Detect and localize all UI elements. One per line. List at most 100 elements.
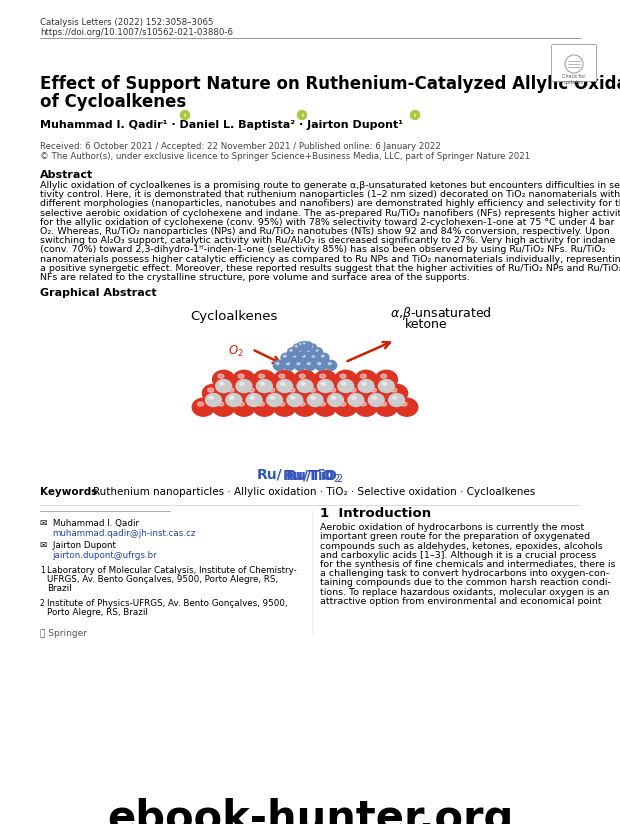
Ellipse shape: [254, 398, 275, 416]
Text: Ru/TiO$_2$: Ru/TiO$_2$: [285, 467, 345, 485]
Ellipse shape: [254, 370, 275, 388]
Text: Graphical Abstract: Graphical Abstract: [40, 288, 157, 298]
Ellipse shape: [276, 363, 279, 365]
Ellipse shape: [355, 370, 377, 388]
FancyBboxPatch shape: [552, 44, 596, 82]
Ellipse shape: [281, 353, 291, 363]
Text: ✉  Muhammad I. Qadir: ✉ Muhammad I. Qadir: [40, 519, 139, 528]
Text: switching to Al₂O₃ support, catalytic activity with Ru/Al₂O₃ is decreased signif: switching to Al₂O₃ support, catalytic ac…: [40, 236, 616, 246]
Text: © The Author(s), under exclusive licence to Springer Science+Business Media, LLC: © The Author(s), under exclusive licence…: [40, 152, 530, 161]
Ellipse shape: [273, 370, 296, 388]
Ellipse shape: [290, 349, 292, 351]
Text: Brazil: Brazil: [47, 584, 72, 593]
Ellipse shape: [294, 398, 316, 416]
Text: UFRGS, Av. Bento Gonçalves, 9500, Porto Alegre, RS,: UFRGS, Av. Bento Gonçalves, 9500, Porto …: [47, 575, 278, 584]
Ellipse shape: [219, 382, 224, 386]
Ellipse shape: [192, 398, 215, 416]
Text: NFs are related to the crystalline structure, pore volume and surface area of th: NFs are related to the crystalline struc…: [40, 273, 470, 282]
Ellipse shape: [216, 380, 231, 392]
Ellipse shape: [326, 360, 337, 370]
Ellipse shape: [208, 388, 214, 392]
Ellipse shape: [321, 355, 324, 357]
Text: Allylic oxidation of cycloalkenes is a promising route to generate α,β-unsaturat: Allylic oxidation of cycloalkenes is a p…: [40, 181, 620, 190]
Ellipse shape: [381, 402, 387, 406]
Ellipse shape: [273, 398, 296, 416]
Ellipse shape: [210, 396, 214, 399]
Ellipse shape: [233, 398, 255, 416]
Ellipse shape: [223, 384, 245, 402]
Ellipse shape: [392, 396, 397, 399]
Ellipse shape: [240, 382, 244, 386]
Text: Abstract: Abstract: [40, 170, 93, 180]
Text: Laboratory of Molecular Catalysis, Institute of Chemistry-: Laboratory of Molecular Catalysis, Insti…: [47, 566, 297, 575]
Ellipse shape: [360, 374, 366, 378]
Ellipse shape: [284, 360, 295, 370]
Ellipse shape: [279, 374, 285, 378]
Text: Ru/TiO$_2$: Ru/TiO$_2$: [282, 467, 341, 485]
Ellipse shape: [307, 349, 309, 351]
Ellipse shape: [243, 384, 265, 402]
Ellipse shape: [268, 388, 275, 392]
Ellipse shape: [308, 363, 311, 365]
Ellipse shape: [368, 394, 384, 406]
Ellipse shape: [348, 394, 364, 406]
Text: Effect of Support Nature on Ruthenium-Catalyzed Allylic Oxidation: Effect of Support Nature on Ruthenium-Ca…: [40, 75, 620, 93]
Ellipse shape: [293, 355, 296, 357]
Ellipse shape: [362, 382, 366, 386]
Ellipse shape: [301, 382, 305, 386]
Ellipse shape: [289, 388, 295, 392]
Text: compounds such as aldehydes, ketones, epoxides, alcohols: compounds such as aldehydes, ketones, ep…: [320, 541, 603, 550]
Text: jairton.dupont@ufrgs.br: jairton.dupont@ufrgs.br: [52, 551, 157, 560]
Ellipse shape: [301, 344, 309, 351]
Ellipse shape: [236, 380, 252, 392]
Ellipse shape: [401, 402, 407, 406]
Ellipse shape: [304, 384, 326, 402]
Ellipse shape: [371, 388, 376, 392]
Ellipse shape: [314, 398, 336, 416]
Ellipse shape: [297, 363, 300, 365]
Ellipse shape: [383, 382, 387, 386]
Text: ✉  Jairton Dupont: ✉ Jairton Dupont: [40, 541, 116, 550]
Ellipse shape: [305, 342, 312, 348]
Ellipse shape: [375, 370, 397, 388]
Ellipse shape: [198, 402, 203, 406]
Ellipse shape: [213, 370, 234, 388]
Text: for the synthesis of fine chemicals and intermediates, there is: for the synthesis of fine chemicals and …: [320, 560, 616, 569]
FancyArrowPatch shape: [254, 350, 280, 363]
Text: and carboxylic acids [1–3]. Although it is a crucial process: and carboxylic acids [1–3]. Although it …: [320, 550, 596, 559]
Ellipse shape: [286, 363, 290, 365]
Ellipse shape: [257, 380, 272, 392]
Text: Institute of Physics-UFRGS, Av. Bento Gonçalves, 9500,: Institute of Physics-UFRGS, Av. Bento Go…: [47, 599, 288, 608]
Ellipse shape: [213, 398, 234, 416]
Ellipse shape: [294, 370, 316, 388]
Ellipse shape: [358, 380, 374, 392]
Ellipse shape: [321, 382, 326, 386]
Text: Check for
updates: Check for updates: [562, 74, 586, 85]
Text: https://doi.org/10.1007/s10562-021-03880-6: https://doi.org/10.1007/s10562-021-03880…: [40, 28, 233, 37]
Text: ebook-hunter.org: ebook-hunter.org: [107, 798, 513, 824]
Text: Catalysis Letters (2022) 152:3058–3065: Catalysis Letters (2022) 152:3058–3065: [40, 18, 213, 27]
Text: of Cycloalkenes: of Cycloalkenes: [40, 93, 186, 111]
Ellipse shape: [331, 396, 335, 399]
Ellipse shape: [308, 394, 323, 406]
Text: selective aerobic oxidation of cyclohexene and indane. The as-prepared Ru/TiO₂ n: selective aerobic oxidation of cyclohexe…: [40, 208, 620, 218]
Text: 1: 1: [40, 566, 45, 575]
Ellipse shape: [260, 382, 265, 386]
Ellipse shape: [298, 342, 305, 348]
Text: Keywords: Keywords: [40, 487, 97, 497]
Text: $\alpha$,$\beta$-unsaturated: $\alpha$,$\beta$-unsaturated: [390, 305, 492, 322]
Ellipse shape: [309, 388, 316, 392]
Ellipse shape: [316, 349, 318, 351]
Ellipse shape: [249, 388, 254, 392]
Text: Ⓢ Springer: Ⓢ Springer: [40, 630, 87, 639]
Text: i: i: [184, 113, 186, 118]
Ellipse shape: [381, 374, 387, 378]
Ellipse shape: [233, 370, 255, 388]
Ellipse shape: [267, 394, 282, 406]
FancyArrowPatch shape: [348, 342, 390, 361]
Text: important green route for the preparation of oxygenated: important green route for the preparatio…: [320, 532, 590, 541]
Ellipse shape: [300, 353, 310, 363]
Ellipse shape: [327, 394, 343, 406]
Ellipse shape: [299, 402, 305, 406]
Ellipse shape: [313, 348, 322, 356]
